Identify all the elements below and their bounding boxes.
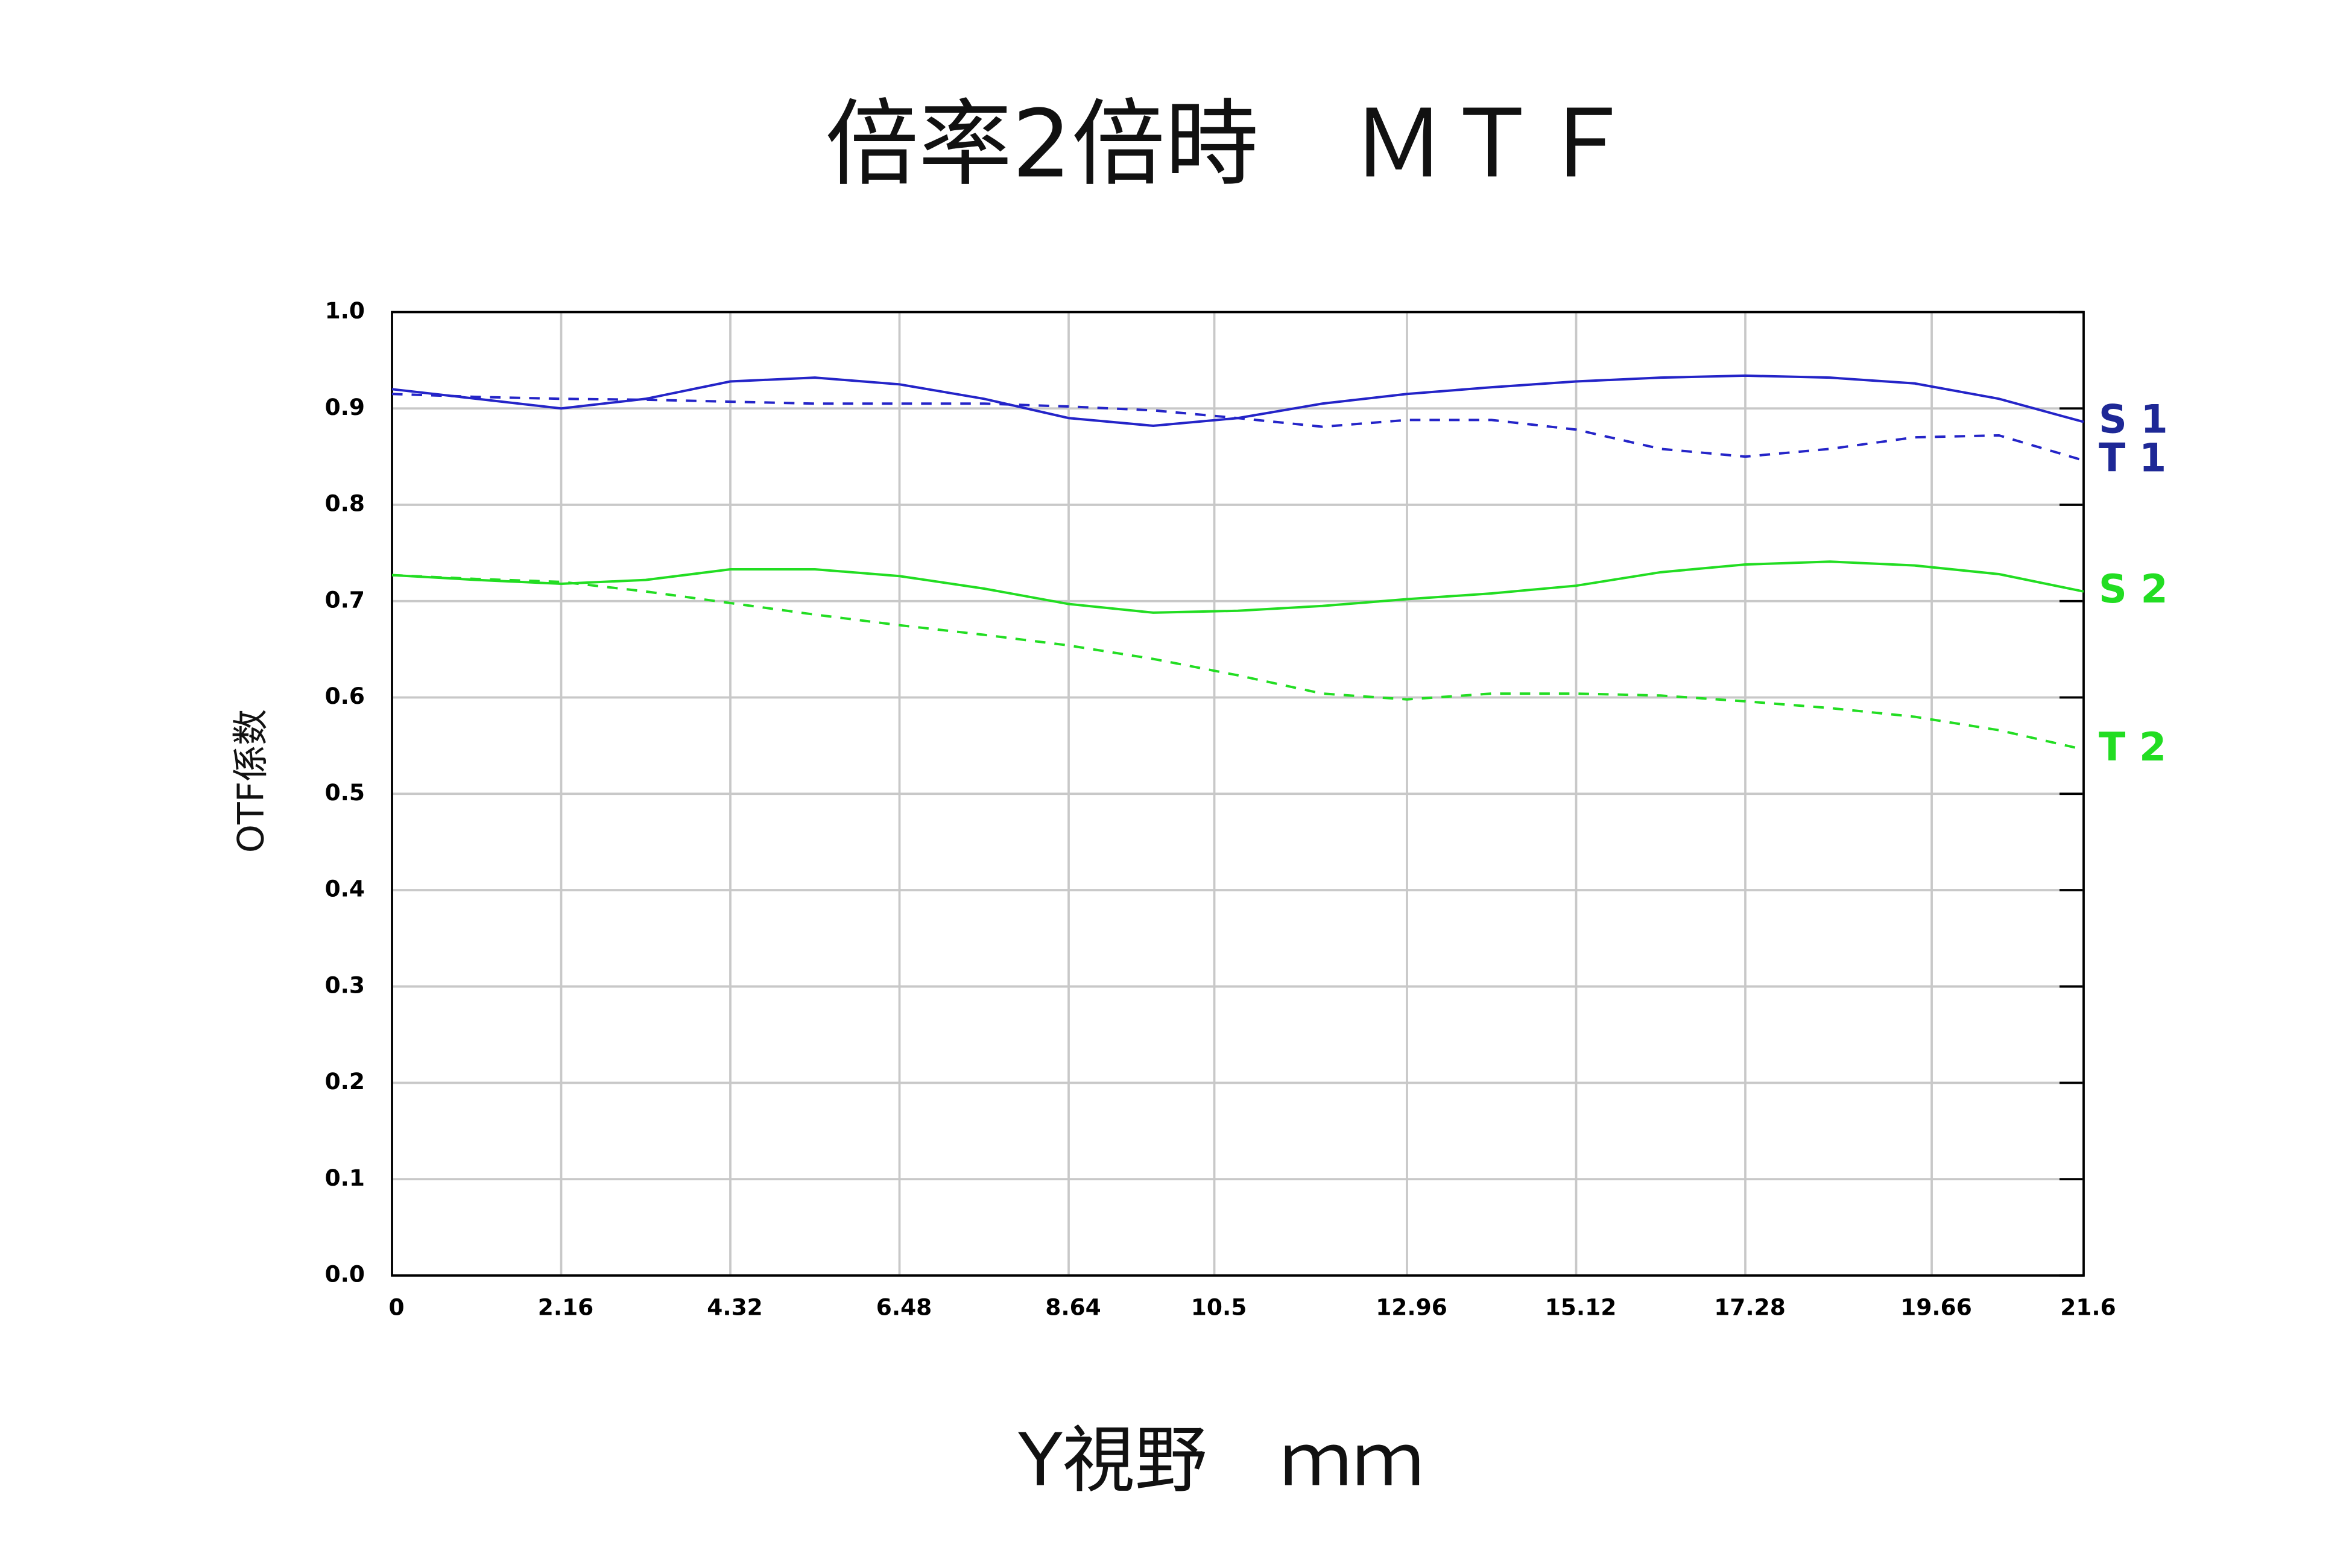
y-tick-label: 0.8 [325, 490, 365, 517]
x-tick-label: 6.48 [876, 1294, 932, 1321]
y-tick-label: 0.6 [325, 683, 365, 709]
series-label: S 1 [2099, 397, 2168, 443]
x-tick-label: 0 [388, 1294, 404, 1321]
series-line [391, 574, 2084, 751]
series-line [391, 393, 2084, 462]
x-tick-label: 2.16 [538, 1294, 594, 1321]
series-label: S 2 [2099, 567, 2168, 612]
y-tick-label: 0.0 [325, 1261, 365, 1288]
series-label: T 1 [2099, 436, 2166, 481]
y-tick-label: 0.4 [325, 876, 365, 902]
y-tick-label: 0.1 [325, 1165, 365, 1191]
x-tick-label: 8.64 [1045, 1294, 1101, 1321]
x-tick-label: 15.12 [1545, 1294, 1617, 1321]
y-tick-label: 0.2 [325, 1068, 365, 1095]
x-axis-label: Y視野 ｍｍ [1017, 1419, 1424, 1503]
y-tick-label: 0.7 [325, 586, 365, 613]
x-tick-label: 17.28 [1714, 1294, 1786, 1321]
series-label: T 2 [2099, 725, 2166, 770]
y-tick-label: 0.5 [325, 779, 365, 806]
x-tick-label: 4.32 [707, 1294, 763, 1321]
plot-frame [391, 311, 2085, 1277]
x-tick-label: 19.66 [1900, 1294, 1972, 1321]
y-tick-label: 0.9 [325, 394, 365, 420]
x-tick-label: 21.6 [2060, 1294, 2116, 1321]
x-tick-label: 12.96 [1376, 1294, 1447, 1321]
chart-title: 倍率2倍時 ＭＴＦ [825, 89, 1633, 198]
y-tick-label: 1.0 [325, 297, 365, 324]
y-tick-label: 0.3 [325, 972, 365, 998]
series-line [391, 560, 2084, 614]
x-tick-label: 10.5 [1191, 1294, 1247, 1321]
y-axis-label: OTF係数 [230, 709, 273, 853]
